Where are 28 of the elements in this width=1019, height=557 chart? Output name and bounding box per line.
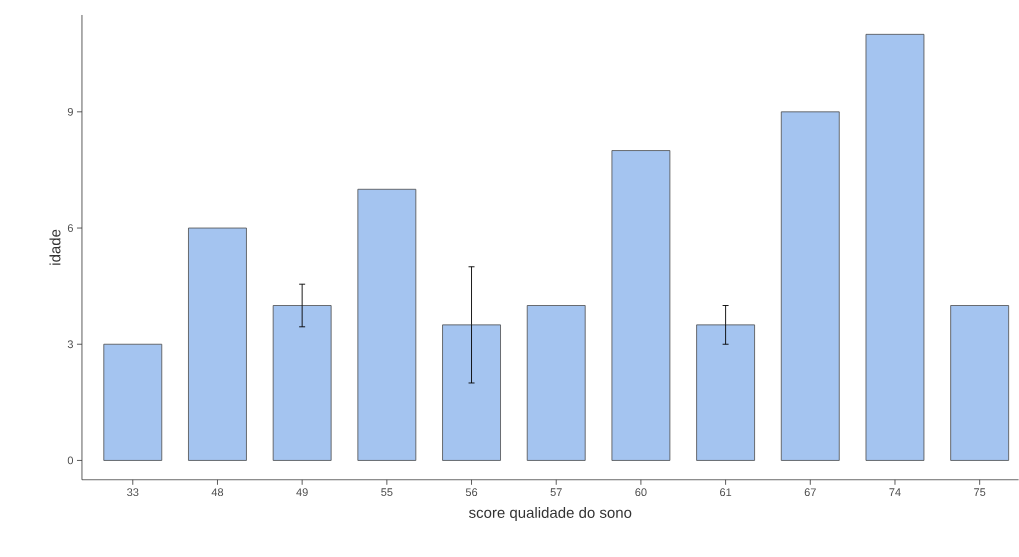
x-tick-label: 75: [974, 488, 986, 497]
x-tick-label: 49: [296, 488, 308, 497]
x-axis-title: score qualidade do sono: [469, 507, 632, 522]
bar: [272, 305, 332, 461]
bar: [780, 111, 840, 461]
bar: [696, 324, 755, 461]
y-tick-label: 9: [67, 108, 73, 116]
y-tick-label: 3: [67, 340, 73, 349]
bar: [188, 227, 247, 461]
bar: [950, 305, 1010, 461]
x-tick-label: 33: [127, 488, 139, 497]
x-tick-label: 61: [720, 488, 732, 497]
x-tick-label: 56: [465, 488, 478, 497]
y-axis-title: idade: [49, 229, 61, 265]
x-tick-label: 67: [804, 488, 816, 497]
bar: [611, 150, 671, 461]
x-tick-label: 48: [211, 488, 224, 497]
y-tick-label: 6: [67, 224, 73, 233]
x-tick-label: 60: [635, 488, 647, 497]
x-tick-label: 55: [381, 488, 393, 497]
bar: [103, 343, 163, 461]
bar: [865, 34, 925, 461]
x-tick-label: 57: [550, 488, 562, 497]
bar: [526, 305, 586, 461]
bar: [357, 189, 417, 461]
y-tick-label: 0: [67, 456, 74, 465]
bar: [442, 324, 501, 461]
x-tick-label: 74: [889, 488, 901, 496]
